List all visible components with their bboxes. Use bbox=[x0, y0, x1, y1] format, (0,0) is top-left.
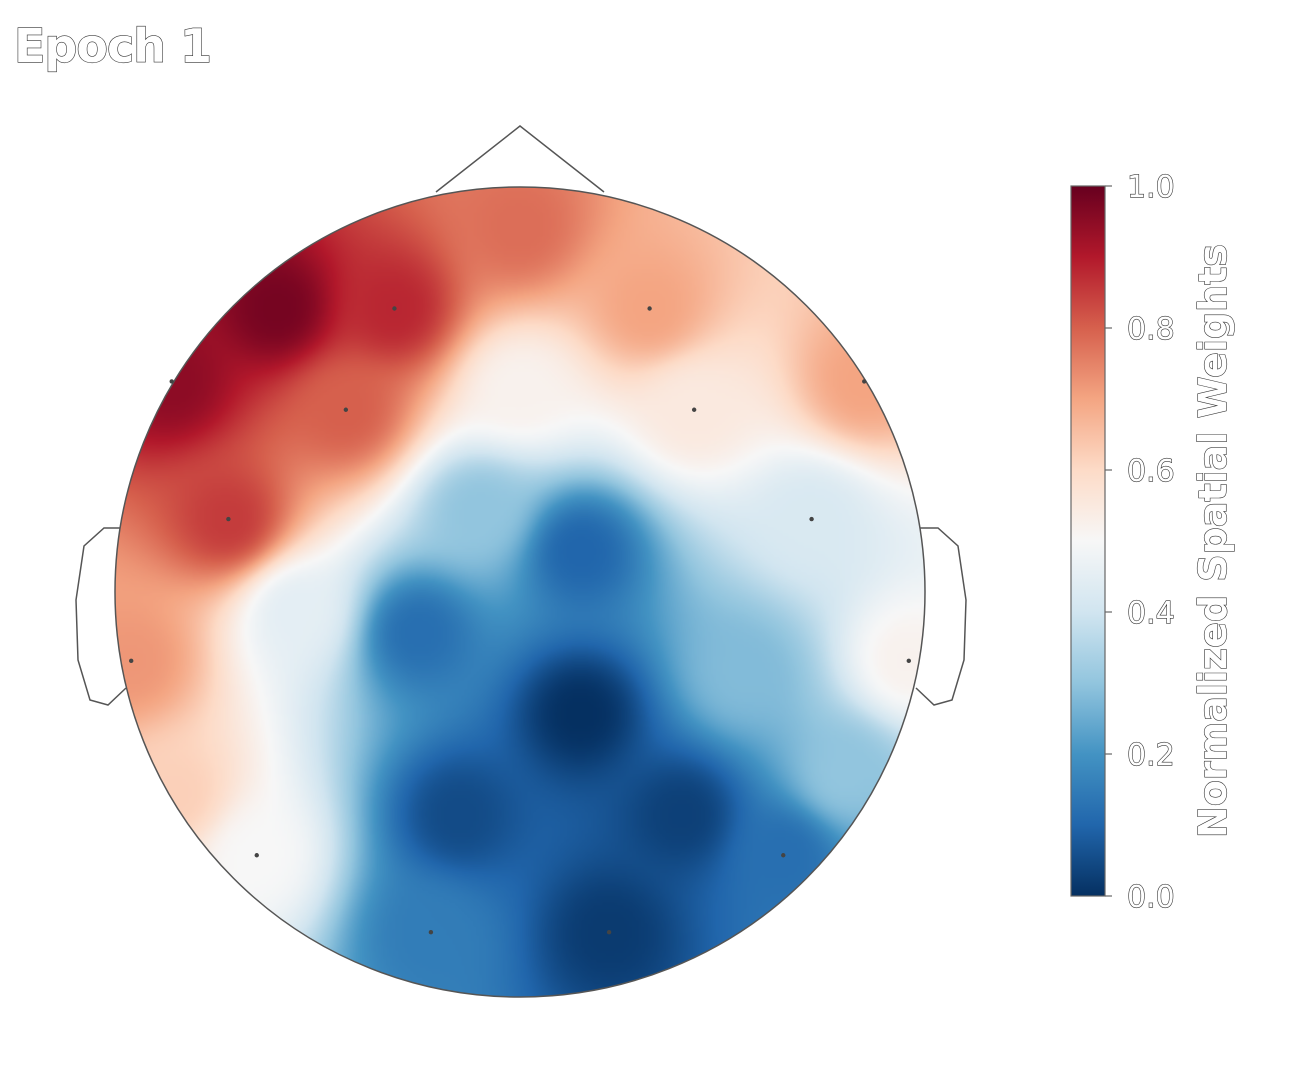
sensor-marker bbox=[428, 930, 434, 935]
topomap-image bbox=[115, 187, 925, 997]
sensor-marker bbox=[606, 930, 612, 935]
left-ear-outline bbox=[75, 527, 127, 706]
sensor-marker bbox=[392, 306, 397, 311]
sensor-marker bbox=[647, 306, 652, 311]
head-outline bbox=[114, 186, 926, 998]
head-nose-outline bbox=[435, 125, 605, 193]
sensor-marker bbox=[129, 658, 134, 664]
sensor-marker bbox=[906, 658, 911, 664]
right-ear-outline bbox=[915, 527, 967, 706]
colorbar-tick-label: 0.2 bbox=[1127, 738, 1175, 773]
colorbar-tick-label: 0.0 bbox=[1127, 880, 1175, 915]
sensor-marker bbox=[169, 379, 174, 384]
colorbar-tick-label: 0.8 bbox=[1127, 312, 1175, 347]
colorbar-tick-label: 0.6 bbox=[1127, 454, 1175, 489]
sensor-marker bbox=[862, 379, 867, 384]
sensor-marker bbox=[254, 853, 259, 858]
colorbar-tick-label: 1.0 bbox=[1127, 170, 1175, 205]
topomap-field bbox=[115, 187, 925, 997]
colorbar-gradient bbox=[1070, 185, 1106, 897]
colorbar-tick-label: 0.4 bbox=[1127, 596, 1175, 631]
chart-title: Epoch 1 bbox=[14, 19, 211, 73]
sensor-marker bbox=[809, 516, 814, 522]
sensor-marker bbox=[343, 407, 349, 412]
colorbar: 0.0 0.2 0.4 0.6 0.8 1.0 Normalized Spatial We… bbox=[1070, 169, 1236, 916]
sensor-markers bbox=[129, 306, 911, 935]
sensor-marker bbox=[691, 407, 697, 412]
sensor-marker bbox=[226, 516, 231, 522]
colorbar-label: Normalized Spatial Weights bbox=[1191, 244, 1235, 838]
colorbar-ticks: 0.0 0.2 0.4 0.6 0.8 1.0 bbox=[1105, 169, 1175, 916]
sensor-marker bbox=[781, 853, 786, 858]
